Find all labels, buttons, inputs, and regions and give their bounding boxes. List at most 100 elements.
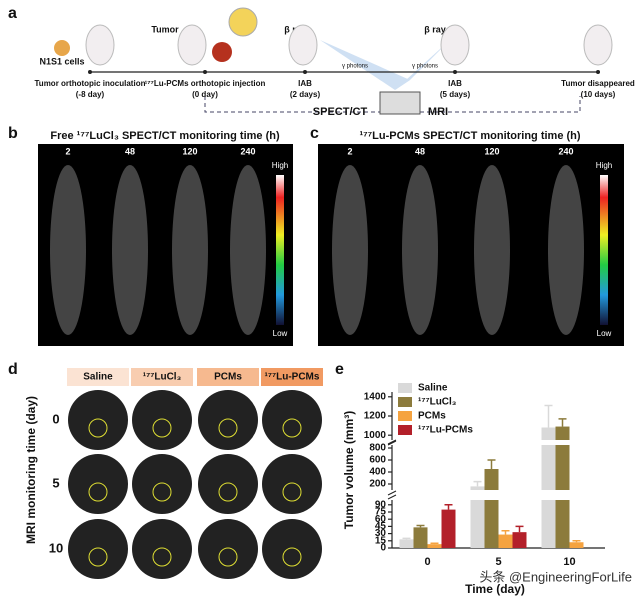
event-label: ¹⁷⁷Lu-PCMs orthotopic injection — [145, 79, 266, 88]
y-tick-label: 600 — [369, 455, 386, 466]
tumor-icon — [212, 42, 232, 62]
panel-label: c — [310, 125, 319, 142]
imaging-label: SPECT/CT — [313, 106, 368, 118]
event-label: Tumor orthotopic inoculation — [35, 79, 146, 88]
bar — [427, 544, 442, 548]
time-label: 2 — [347, 146, 352, 156]
y-axis-label: Tumor volume (mm³) — [342, 411, 356, 529]
panel-label: d — [8, 361, 18, 378]
group-box — [67, 368, 129, 386]
scale-low: Low — [273, 329, 288, 338]
error-bar — [572, 540, 581, 543]
event-time: (2 days) — [290, 90, 321, 99]
y-tick-label: 45 — [375, 521, 387, 532]
bar — [470, 500, 485, 548]
mouse-scan — [332, 165, 368, 335]
gamma-label: γ photons — [412, 64, 438, 70]
error-bar — [444, 504, 453, 510]
mri-image — [262, 454, 322, 514]
tumor-outline — [88, 482, 108, 502]
beam — [395, 40, 450, 90]
mri-image — [68, 390, 128, 450]
bar — [512, 532, 527, 548]
group-label: ¹⁷⁷LuCl₃ — [143, 372, 182, 383]
bar — [541, 445, 556, 490]
error-bar — [487, 459, 496, 469]
bar — [484, 500, 499, 548]
axis-break — [387, 490, 397, 500]
scale-high: High — [596, 161, 612, 170]
legend-label: PCMs — [418, 411, 446, 422]
error-bar — [558, 418, 567, 427]
mri-image — [132, 390, 192, 450]
cell-icon — [54, 40, 70, 56]
event-label: IAB — [448, 79, 462, 88]
mouse-scan — [548, 165, 584, 335]
bar — [555, 426, 570, 440]
row-label: 10 — [49, 540, 63, 555]
cell-label: N1S1 cells — [39, 56, 84, 66]
bar — [541, 427, 556, 440]
y-tick-label: 0 — [380, 543, 386, 554]
tumor-outline — [152, 418, 172, 438]
time-label: 240 — [558, 146, 573, 156]
tumor-label: Tumor — [151, 24, 179, 34]
mouse-scan — [474, 165, 510, 335]
panel-label: b — [8, 125, 18, 142]
event-time: (10 days) — [581, 90, 616, 99]
panel-label: a — [8, 5, 17, 22]
legend-label: Saline — [418, 383, 448, 394]
x-tick-label: 0 — [424, 556, 430, 568]
particle-icon — [228, 7, 258, 37]
tumor-outline — [282, 418, 302, 438]
event-time: (-8 day) — [76, 90, 105, 99]
imaging-label: MRI — [428, 106, 448, 118]
y-tick-label: 60 — [375, 514, 387, 525]
event-time: (5 days) — [440, 90, 471, 99]
mouse-icons — [85, 24, 613, 66]
mri-image — [262, 390, 322, 450]
y-axis-label: MRI monitoring time (day) — [24, 396, 38, 544]
y-tick-label: 1200 — [364, 411, 387, 422]
bar — [441, 509, 456, 548]
y-tick-label: 75 — [375, 507, 387, 518]
timeline-tick — [453, 70, 457, 74]
x-tick-label: 5 — [495, 556, 501, 568]
y-tick-label: 400 — [369, 467, 386, 478]
tumor-outline — [88, 547, 108, 567]
tumor-outline — [282, 482, 302, 502]
event-label: IAB — [298, 79, 312, 88]
mouse-scan — [50, 165, 86, 335]
time-label: 120 — [484, 146, 499, 156]
colorbar — [276, 175, 284, 325]
y-tick-label: 200 — [369, 479, 386, 490]
group-label: PCMs — [214, 372, 242, 383]
tumor-outline — [152, 482, 172, 502]
beam — [320, 40, 410, 90]
bar — [541, 500, 556, 548]
mri-image — [198, 390, 258, 450]
legend-swatch — [398, 425, 412, 435]
mouse-scan — [172, 165, 208, 335]
mri-image — [262, 519, 322, 579]
event-time: (0 day) — [192, 90, 218, 99]
timeline-tick — [303, 70, 307, 74]
mouse-scan — [402, 165, 438, 335]
watermark: 头条 @EngineeringForLife — [479, 569, 632, 584]
y-tick-label: 1000 — [364, 430, 387, 441]
time-label: 240 — [240, 146, 255, 156]
group-box — [131, 368, 193, 386]
y-tick-label: 1400 — [364, 391, 387, 402]
legend-swatch — [398, 411, 412, 421]
error-bar — [473, 480, 482, 487]
scale-high: High — [272, 161, 288, 170]
legend-swatch — [398, 397, 412, 407]
y-tick-label: 30 — [375, 528, 387, 539]
error-bar — [402, 537, 411, 540]
mri-image — [198, 519, 258, 579]
bar — [498, 534, 513, 548]
time-label: 48 — [125, 146, 135, 156]
error-bar — [430, 542, 439, 545]
timeline-tick — [596, 70, 600, 74]
legend-label: ¹⁷⁷Lu-PCMs — [418, 425, 473, 436]
